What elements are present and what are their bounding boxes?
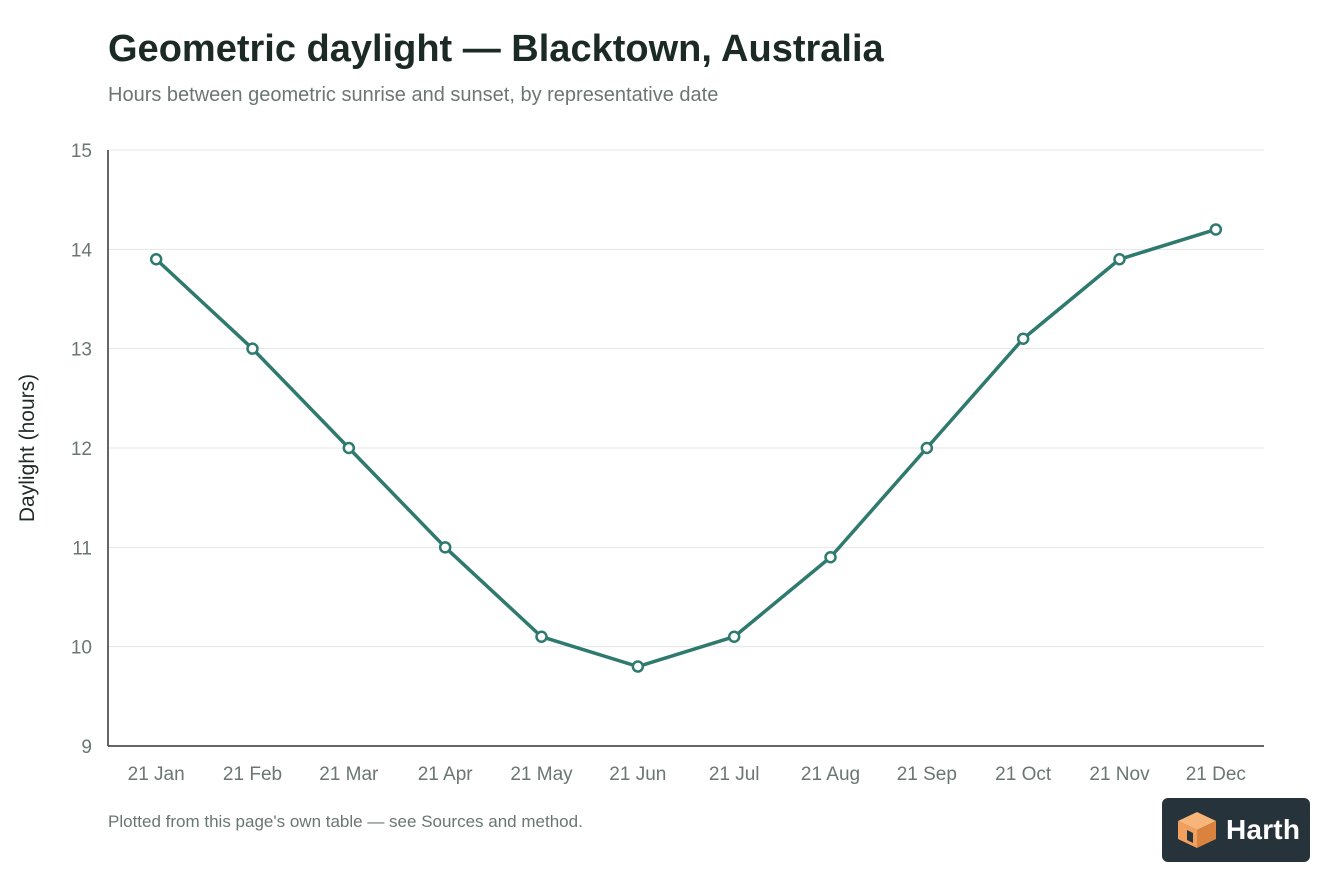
- x-tick-label: 21 Nov: [1089, 764, 1150, 785]
- x-tick-labels: 21 Jan 21 Feb 21 Mar 21 Apr 21 May 21 Jun 21 J…: [128, 764, 1246, 785]
- x-tick-label: 21 Mar: [319, 764, 379, 785]
- x-tick-label: 21 Sep: [897, 764, 957, 785]
- x-tick-label: 21 Dec: [1186, 764, 1246, 785]
- grid-lines: [108, 149, 1264, 648]
- y-tick-label: 12: [71, 439, 92, 460]
- series-daylight: [149, 223, 1223, 673]
- y-tick-label: 14: [71, 240, 93, 261]
- x-tick-label: 21 Jul: [709, 764, 760, 785]
- y-tick-label: 11: [72, 538, 92, 559]
- data-point[interactable]: [438, 541, 452, 554]
- data-point[interactable]: [1113, 253, 1126, 266]
- x-tick-label: 21 Jun: [609, 764, 666, 785]
- series-line: [154, 227, 1218, 669]
- y-tick-label: 13: [71, 340, 92, 361]
- data-point[interactable]: [824, 551, 837, 564]
- x-tick-label: 21 Apr: [418, 764, 474, 785]
- data-point[interactable]: [920, 441, 934, 455]
- chart-subtitle: Hours between geometric sunrise and suns…: [108, 84, 719, 106]
- x-tick-label: 21 Aug: [801, 764, 860, 785]
- data-point[interactable]: [246, 342, 259, 355]
- data-point[interactable]: [631, 660, 645, 673]
- y-tick-label: 9: [81, 737, 92, 758]
- y-tick-label: 15: [71, 141, 92, 162]
- data-point[interactable]: [1209, 223, 1223, 236]
- harth-logo[interactable]: Harth: [1162, 798, 1310, 862]
- data-point[interactable]: [342, 441, 356, 455]
- data-point[interactable]: [727, 630, 741, 643]
- y-tick-label: 10: [71, 638, 92, 659]
- axes: [107, 150, 1264, 747]
- cube-logo-icon: [1176, 810, 1218, 850]
- x-tick-label: 21 May: [510, 764, 573, 785]
- data-point[interactable]: [535, 630, 548, 643]
- source-footnote: Plotted from this page's own table — see…: [108, 812, 583, 831]
- data-point[interactable]: [149, 253, 163, 266]
- x-tick-label: 21 Feb: [223, 764, 282, 785]
- y-axis-label: Daylight (hours): [16, 374, 39, 522]
- chart-title: Geometric daylight — Blacktown, Australi…: [108, 28, 884, 70]
- x-tick-label: 21 Oct: [995, 764, 1052, 785]
- x-tick-label: 21 Jan: [128, 764, 185, 785]
- data-point[interactable]: [1016, 332, 1030, 345]
- logo-wordmark: Harth: [1226, 814, 1301, 845]
- y-tick-labels: 9 10 11 12 13 14 15: [71, 141, 93, 758]
